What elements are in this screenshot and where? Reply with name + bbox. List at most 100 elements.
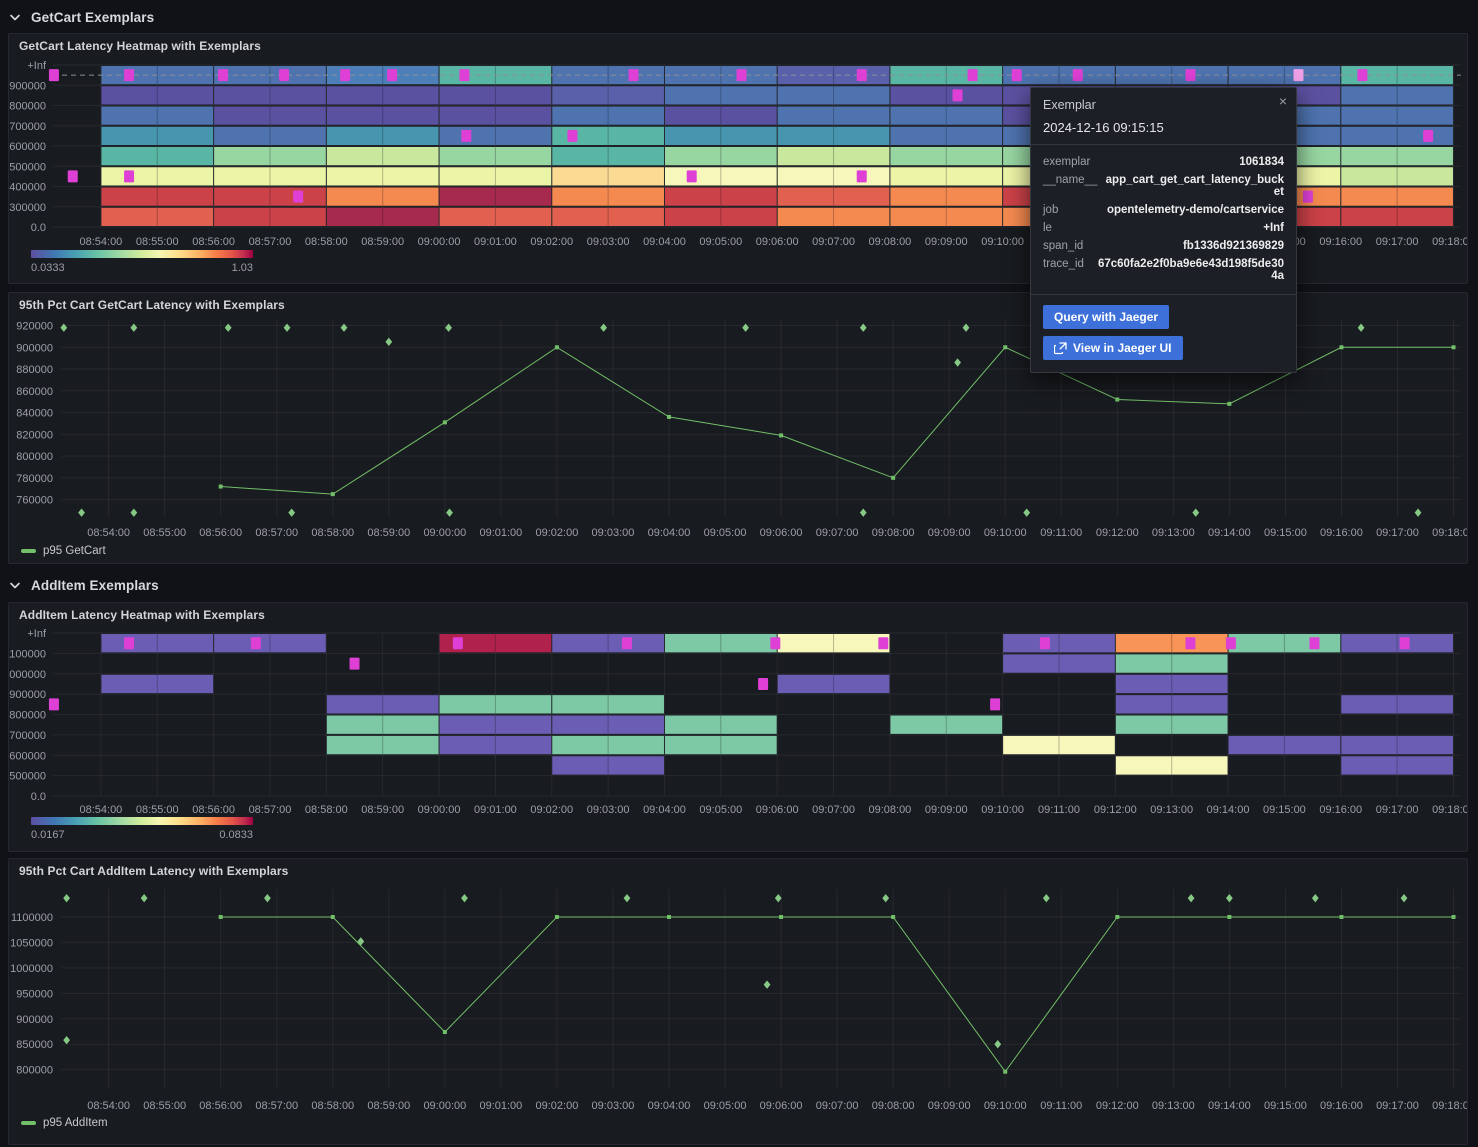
data-point[interactable] <box>891 475 896 480</box>
exemplar-diamond[interactable] <box>224 323 232 332</box>
data-point[interactable] <box>218 484 223 489</box>
series-label[interactable]: p95 GetCart <box>43 545 106 557</box>
exemplar-marker[interactable] <box>67 170 78 183</box>
panel-title[interactable]: 95th Pct Cart GetCart Latency with Exemp… <box>19 298 285 312</box>
heatmap-cell[interactable] <box>439 207 552 226</box>
heatmap-cell[interactable] <box>439 715 552 734</box>
exemplar-diamond[interactable] <box>1400 893 1408 903</box>
exemplar-marker[interactable] <box>686 170 697 183</box>
heatmap-cell[interactable] <box>326 86 439 105</box>
heatmap-cell[interactable] <box>890 167 1003 186</box>
exemplar-marker[interactable] <box>621 637 632 650</box>
heatmap-cell[interactable] <box>326 66 439 85</box>
heatmap-cell[interactable] <box>664 715 777 734</box>
heatmap-cell[interactable] <box>1341 634 1453 653</box>
exemplar-diamond[interactable] <box>63 1035 71 1045</box>
heatmap-cell[interactable] <box>326 126 439 145</box>
exemplar-diamond[interactable] <box>994 1040 1002 1049</box>
heatmap-cell[interactable] <box>214 86 326 105</box>
heatmap-cell[interactable] <box>439 695 552 714</box>
heatmap-cell[interactable] <box>777 147 890 166</box>
exemplar-diamond[interactable] <box>763 980 771 989</box>
heatmap-cell[interactable] <box>1341 147 1453 166</box>
exemplar-diamond[interactable] <box>1414 508 1422 517</box>
heatmap-cell[interactable] <box>1115 674 1228 694</box>
heatmap-cell[interactable] <box>1341 86 1453 105</box>
exemplar-diamond[interactable] <box>461 893 468 903</box>
query-with-jaeger-button[interactable]: Query with Jaeger <box>1043 305 1170 329</box>
exemplar-marker[interactable] <box>1423 129 1434 142</box>
exemplar-diamond[interactable] <box>742 323 749 332</box>
exemplar-diamond[interactable] <box>60 323 68 332</box>
exemplar-marker[interactable] <box>1225 637 1236 650</box>
exemplar-diamond[interactable] <box>288 508 296 517</box>
heatmap-cell[interactable] <box>101 674 214 694</box>
exemplar-marker[interactable] <box>1185 637 1196 650</box>
heatmap-cell[interactable] <box>1115 756 1228 775</box>
section-header-getcart[interactable]: GetCart Exemplars <box>8 4 154 30</box>
exemplar-marker[interactable] <box>452 637 463 650</box>
heatmap-cell[interactable] <box>101 187 214 206</box>
heatmap-cell[interactable] <box>890 207 1003 226</box>
heatmap-cell[interactable] <box>777 86 890 105</box>
heatmap-cell[interactable] <box>439 634 552 653</box>
exemplar-marker[interactable] <box>124 170 135 183</box>
exemplar-diamond[interactable] <box>1192 508 1200 517</box>
data-point[interactable] <box>554 345 559 350</box>
exemplar-diamond[interactable] <box>340 323 348 332</box>
exemplar-marker[interactable] <box>124 637 135 650</box>
heatmap-cell[interactable] <box>101 147 214 166</box>
exemplar-diamond[interactable] <box>1311 893 1319 903</box>
heatmap-cell[interactable] <box>552 735 664 755</box>
selected-exemplar-marker[interactable] <box>1293 69 1304 82</box>
heatmap-cell[interactable] <box>1341 187 1453 206</box>
exemplar-diamond[interactable] <box>859 508 867 517</box>
heatmap-cell[interactable] <box>664 735 777 755</box>
view-in-jaeger-button[interactable]: View in Jaeger UI <box>1043 336 1183 360</box>
heatmap-cell[interactable] <box>777 674 890 694</box>
heatmap-cell[interactable] <box>101 86 214 105</box>
exemplar-marker[interactable] <box>48 698 59 711</box>
heatmap-cell[interactable] <box>552 634 664 653</box>
panel-title[interactable]: GetCart Latency Heatmap with Exemplars <box>19 39 261 53</box>
data-point[interactable] <box>442 420 447 425</box>
exemplar-diamond[interactable] <box>78 508 85 517</box>
exemplar-marker[interactable] <box>461 129 472 142</box>
heatmap-cell[interactable] <box>890 86 1003 105</box>
heatmap-cell[interactable] <box>1341 695 1453 714</box>
heatmap-cell[interactable] <box>326 147 439 166</box>
data-point[interactable] <box>218 914 223 919</box>
heatmap-cell[interactable] <box>890 187 1003 206</box>
exemplar-marker[interactable] <box>387 69 398 82</box>
heatmap-cell[interactable] <box>664 634 777 653</box>
exemplar-marker[interactable] <box>1399 637 1410 650</box>
heatmap-cell[interactable] <box>1003 634 1115 653</box>
data-point[interactable] <box>442 1030 447 1035</box>
exemplar-diamond[interactable] <box>1023 508 1031 517</box>
exemplar-marker[interactable] <box>967 69 978 82</box>
heatmap-cell[interactable] <box>214 147 326 166</box>
exemplar-marker[interactable] <box>279 69 290 82</box>
heatmap-cell[interactable] <box>1003 66 1115 85</box>
heatmap-cell[interactable] <box>552 715 664 734</box>
heatmap-cell[interactable] <box>890 147 1003 166</box>
heatmap-cell[interactable] <box>552 187 664 206</box>
exemplar-marker[interactable] <box>770 637 781 650</box>
heatmap-cell[interactable] <box>552 207 664 226</box>
heatmap-cell[interactable] <box>439 86 552 105</box>
exemplar-diamond[interactable] <box>1357 323 1365 332</box>
heatmap-cell[interactable] <box>439 147 552 166</box>
heatmap-cell[interactable] <box>439 106 552 125</box>
exemplar-marker[interactable] <box>293 190 304 203</box>
heatmap-cell[interactable] <box>890 715 1003 734</box>
exemplar-diamond[interactable] <box>283 323 291 332</box>
exemplar-diamond[interactable] <box>600 323 608 332</box>
heatmap-cell[interactable] <box>101 106 214 125</box>
exemplar-marker[interactable] <box>124 69 135 82</box>
data-point[interactable] <box>1003 1069 1008 1074</box>
exemplar-marker[interactable] <box>628 69 639 82</box>
heatmap-cell[interactable] <box>664 187 777 206</box>
data-point[interactable] <box>779 433 784 438</box>
exemplar-diamond[interactable] <box>623 893 631 903</box>
data-point[interactable] <box>779 914 784 919</box>
